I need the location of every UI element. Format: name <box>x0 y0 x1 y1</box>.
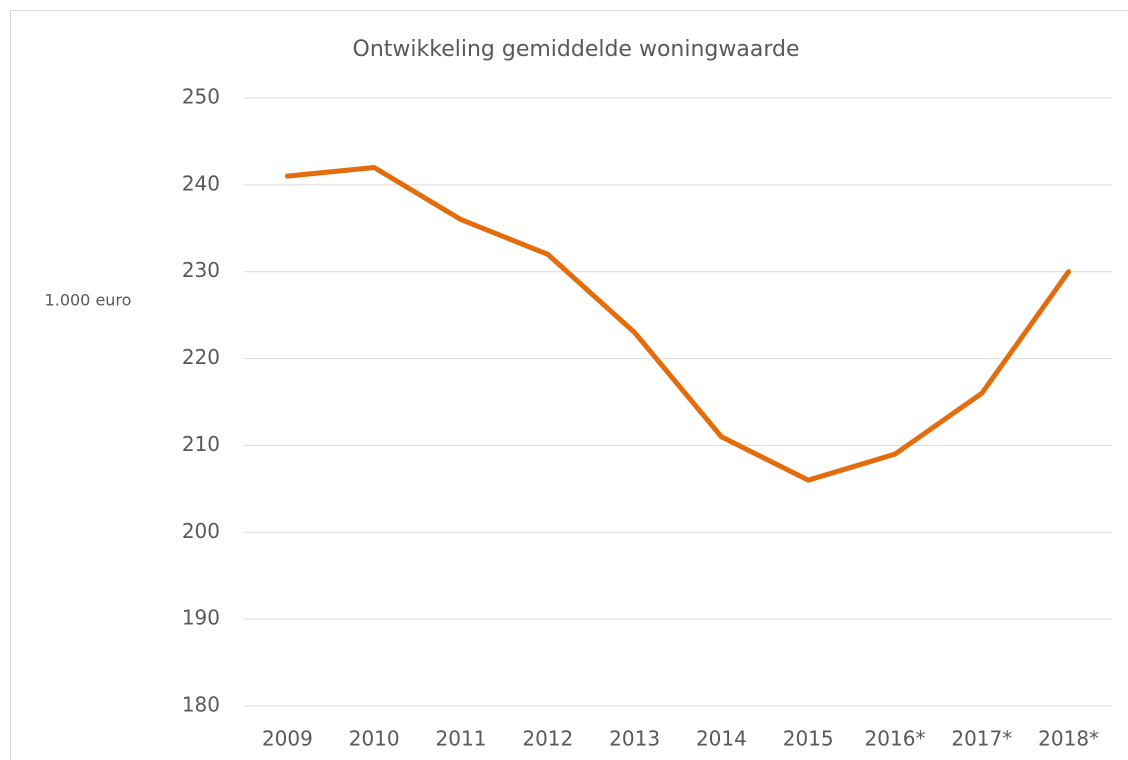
x-tick-label: 2014 <box>696 727 747 751</box>
x-tick-label: 2016* <box>865 727 926 751</box>
x-tick-label: 2009 <box>262 727 313 751</box>
y-tick-label: 220 <box>182 345 220 369</box>
x-tick-label: 2015 <box>783 727 834 751</box>
y-tick-label: 190 <box>182 606 220 630</box>
x-tick-label: 2013 <box>609 727 660 751</box>
chart-border <box>10 10 1128 760</box>
y-tick-label: 180 <box>182 693 220 717</box>
x-tick-label: 2011 <box>436 727 487 751</box>
chart-title: Ontwikkeling gemiddelde woningwaarde <box>353 37 800 62</box>
y-axis-label: 1.000 euro <box>45 291 132 310</box>
line <box>284 164 1072 483</box>
x-tick-label: 2010 <box>349 727 400 751</box>
y-tick-label: 210 <box>182 432 220 456</box>
y-tick-label: 230 <box>182 258 220 282</box>
x-tick-label: 2017* <box>951 727 1012 751</box>
x-tick-label: 2018* <box>1038 727 1099 751</box>
y-tick-label: 200 <box>182 519 220 543</box>
y-tick-label: 240 <box>182 171 220 195</box>
x-tick-label: 2012 <box>522 727 573 751</box>
y-tick-label: 250 <box>182 85 220 109</box>
